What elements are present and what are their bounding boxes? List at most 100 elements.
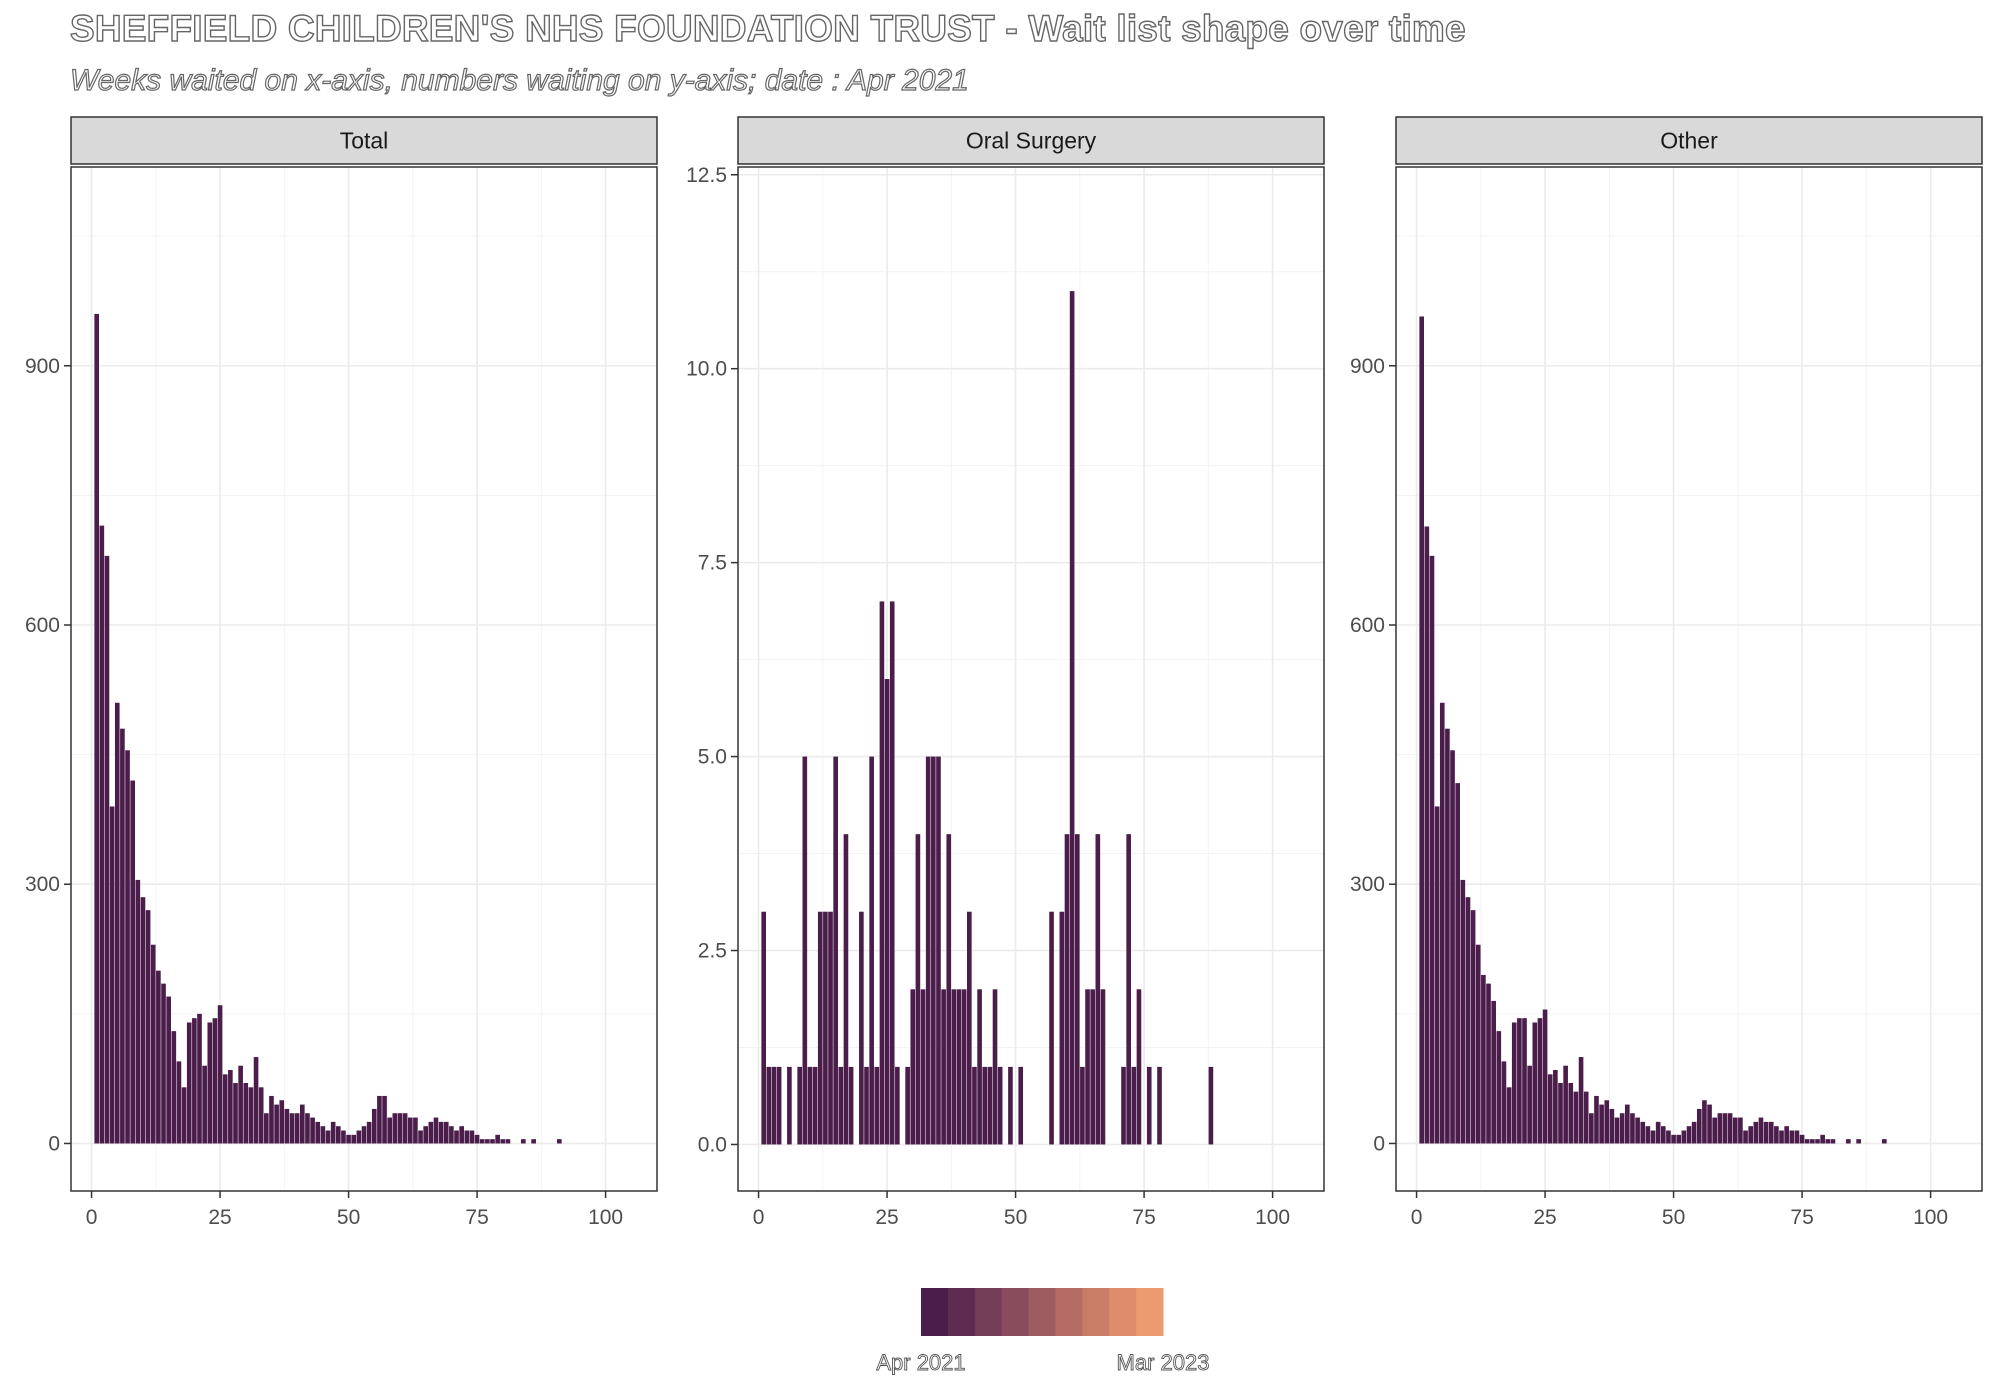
y-tick-label: 12.5 xyxy=(686,164,727,187)
bar xyxy=(1686,1126,1692,1144)
bar xyxy=(253,1057,259,1144)
bar xyxy=(361,1126,367,1144)
bar xyxy=(807,1066,813,1145)
bar xyxy=(217,1005,223,1144)
bar xyxy=(961,989,967,1145)
bar xyxy=(931,756,936,1145)
bar xyxy=(1625,1104,1630,1144)
bar xyxy=(1768,1121,1774,1144)
bar xyxy=(1738,1117,1743,1144)
bar xyxy=(946,834,952,1145)
bar xyxy=(1779,1130,1784,1144)
bar xyxy=(325,1130,331,1144)
bar xyxy=(109,806,115,1144)
y-tick-label: 300 xyxy=(25,873,60,896)
bar xyxy=(925,756,931,1145)
bar xyxy=(490,1139,495,1144)
x-tick-label: 50 xyxy=(1004,1206,1027,1229)
bar xyxy=(125,750,130,1144)
bar xyxy=(1820,1134,1825,1144)
x-tick-label: 100 xyxy=(588,1206,623,1229)
bar xyxy=(848,1066,854,1145)
bar xyxy=(305,1113,310,1144)
bar xyxy=(1784,1126,1789,1144)
bar xyxy=(838,1066,844,1145)
bar xyxy=(956,989,962,1145)
bar xyxy=(1542,1009,1548,1144)
bar xyxy=(1599,1104,1604,1144)
bar xyxy=(1666,1130,1671,1144)
bar xyxy=(382,1095,387,1144)
bar xyxy=(1789,1130,1795,1144)
bar xyxy=(1825,1139,1831,1144)
bar xyxy=(1660,1126,1666,1144)
bar xyxy=(1460,879,1466,1144)
bar xyxy=(145,910,151,1144)
panel-border xyxy=(1395,166,1983,1192)
bar xyxy=(1434,806,1440,1144)
bar xyxy=(1522,1018,1527,1144)
bar xyxy=(1594,1095,1599,1144)
bar xyxy=(557,1139,562,1144)
bar xyxy=(366,1121,372,1144)
x-tick-label: 0 xyxy=(86,1206,98,1229)
bar xyxy=(823,911,828,1145)
bar xyxy=(1527,1065,1532,1144)
legend-swatch xyxy=(1028,1288,1056,1336)
title-block: SHEFFIELD CHILDREN'S NHS FOUNDATION TRUS… xyxy=(69,7,1466,98)
bar xyxy=(1475,944,1481,1144)
bar xyxy=(1506,1087,1512,1144)
bar xyxy=(207,1022,213,1144)
bar xyxy=(843,834,849,1145)
bar xyxy=(284,1108,290,1144)
bar xyxy=(1589,1113,1594,1144)
bar xyxy=(1583,1091,1589,1144)
bar xyxy=(817,911,823,1145)
bar xyxy=(895,1066,900,1145)
x-tick-label: 75 xyxy=(1790,1206,1813,1229)
bar xyxy=(1558,1082,1563,1144)
bar xyxy=(94,313,100,1144)
bar xyxy=(1532,1022,1538,1144)
legend-swatch xyxy=(921,1288,949,1336)
x-tick-label: 25 xyxy=(875,1206,898,1229)
facet-panel-other: Other 0 25 50 75 100 0 300 600 900 xyxy=(1350,116,1983,1229)
bar xyxy=(418,1130,423,1144)
facet-strip-label: Oral Surgery xyxy=(966,128,1097,154)
x-tick-label: 25 xyxy=(208,1206,231,1229)
facet-strip-label: Total xyxy=(340,128,389,154)
bar xyxy=(202,1065,207,1144)
bar xyxy=(1810,1139,1815,1144)
bar xyxy=(1717,1113,1723,1144)
bar xyxy=(156,970,161,1144)
y-tick-label: 0.0 xyxy=(698,1133,727,1156)
y-tick-label: 600 xyxy=(25,614,60,637)
bar xyxy=(1085,989,1090,1145)
bar xyxy=(1465,897,1471,1144)
bar xyxy=(1743,1130,1748,1144)
y-tick-label: 0 xyxy=(48,1132,60,1155)
bar xyxy=(1619,1113,1625,1144)
bar xyxy=(166,996,171,1144)
bar xyxy=(771,1066,777,1145)
legend-start-label: Apr 2021 xyxy=(876,1350,965,1375)
bar xyxy=(140,897,146,1144)
legend-swatch xyxy=(1055,1288,1083,1336)
bar xyxy=(449,1126,454,1144)
bar xyxy=(1424,526,1430,1144)
bar xyxy=(212,1018,218,1144)
bar xyxy=(171,1031,177,1144)
bar xyxy=(222,1074,228,1144)
bar xyxy=(766,1066,772,1145)
bar xyxy=(1131,1066,1137,1145)
legend-end-label: Mar 2023 xyxy=(1117,1350,1210,1375)
bar xyxy=(1573,1091,1579,1144)
bar xyxy=(1702,1100,1707,1144)
x-tick-label: 100 xyxy=(1913,1206,1948,1229)
bar xyxy=(248,1087,254,1144)
bar xyxy=(197,1013,202,1144)
y-tick-label: 0 xyxy=(1373,1132,1385,1155)
bar xyxy=(1763,1121,1769,1144)
bar xyxy=(915,834,921,1145)
legend: Apr 2021 Mar 2023 xyxy=(876,1288,1210,1375)
